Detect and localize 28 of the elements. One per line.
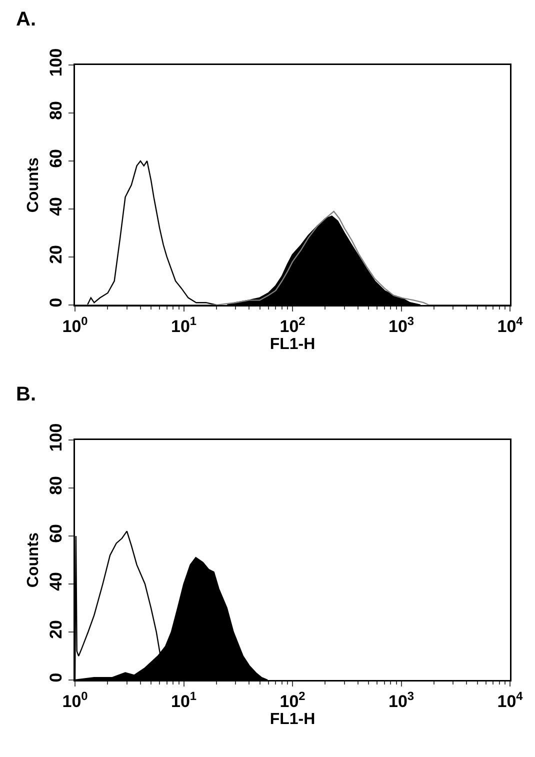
y-tick-label: 60: [46, 524, 66, 543]
x-tick-label: 10$^{2}$: [280, 314, 306, 336]
x-tick-label: 10$^{1}$: [170, 314, 197, 336]
y-tick-label: 80: [46, 100, 66, 120]
y-axis-title: Counts: [24, 157, 42, 213]
y-tick-label: 100: [46, 48, 66, 77]
x-tick-label: 10$^{3}$: [388, 688, 414, 711]
y-tick-label: 0: [46, 298, 66, 308]
y-tick-label: 60: [46, 148, 66, 168]
x-tick-label: 10$^{4}$: [497, 314, 524, 336]
y-tick-label: 100: [46, 423, 66, 452]
x-tick-label: 10$^{4}$: [497, 688, 524, 711]
x-tick-label: 10$^{1}$: [170, 688, 197, 711]
x-axis-title: FL1-H: [270, 336, 316, 353]
chart-title: B.: [16, 383, 36, 406]
y-tick-label: 80: [46, 476, 66, 495]
y-tick-label: 0: [46, 672, 66, 682]
x-axis-title: FL1-H: [270, 710, 316, 728]
y-axis-title: Counts: [24, 532, 42, 588]
x-tick-label: 10$^{3}$: [388, 314, 414, 336]
x-tick-label: 10$^{0}$: [62, 688, 88, 711]
y-tick-label: 40: [46, 196, 66, 216]
y-tick-label: 40: [46, 572, 66, 591]
y-tick-label: 20: [46, 244, 66, 264]
chart-title: A.: [16, 8, 36, 30]
y-tick-label: 20: [46, 620, 66, 639]
x-tick-label: 10$^{2}$: [280, 688, 306, 711]
x-tick-label: 10$^{0}$: [62, 314, 88, 336]
